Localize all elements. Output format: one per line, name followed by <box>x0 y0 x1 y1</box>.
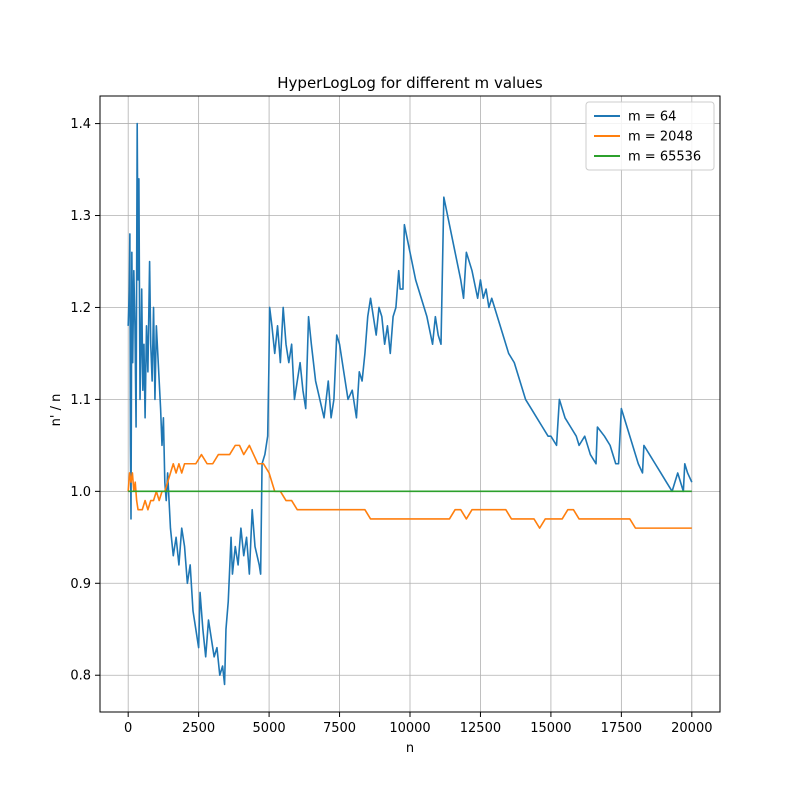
x-tick-label: 12500 <box>460 721 501 736</box>
y-tick-label: 0.8 <box>70 669 91 684</box>
y-tick-label: 1.4 <box>70 117 91 132</box>
y-tick-label: 1.2 <box>70 301 91 316</box>
series-layer <box>127 122 693 686</box>
y-axis-ticks: 0.8 0.9 1.0 1.1 1.2 1.3 1.4 <box>70 117 100 684</box>
series-line-2 <box>127 444 692 529</box>
chart-title: HyperLogLog for different m values <box>277 74 543 92</box>
x-tick-label: 17500 <box>601 721 642 736</box>
x-tick-label: 7500 <box>323 721 356 736</box>
x-tick-label: 5000 <box>253 721 286 736</box>
y-tick-label: 1.3 <box>70 209 91 224</box>
x-tick-label: 10000 <box>389 721 430 736</box>
y-tick-label: 1.0 <box>70 485 91 500</box>
y-tick-label: 1.1 <box>70 393 91 408</box>
legend: m = 64 m = 2048 m = 65536 <box>585 101 715 171</box>
x-tick-label: 20000 <box>671 721 712 736</box>
x-axis-ticks: 0 2500 5000 7500 10000 12500 15000 17500 20000 <box>124 712 712 736</box>
y-axis-label: n' / n <box>49 394 64 427</box>
legend-label-1: m = 64 <box>628 110 676 125</box>
legend-label-3: m = 65536 <box>628 150 701 165</box>
grid-lines <box>100 96 720 712</box>
x-axis-label: n <box>406 741 414 756</box>
legend-box <box>585 101 715 171</box>
series-line-1 <box>127 122 693 686</box>
legend-label-2: m = 2048 <box>628 130 693 145</box>
x-tick-label: 15000 <box>530 721 571 736</box>
x-tick-label: 2500 <box>182 721 215 736</box>
x-tick-label: 0 <box>124 721 132 736</box>
y-tick-label: 0.9 <box>70 577 91 592</box>
